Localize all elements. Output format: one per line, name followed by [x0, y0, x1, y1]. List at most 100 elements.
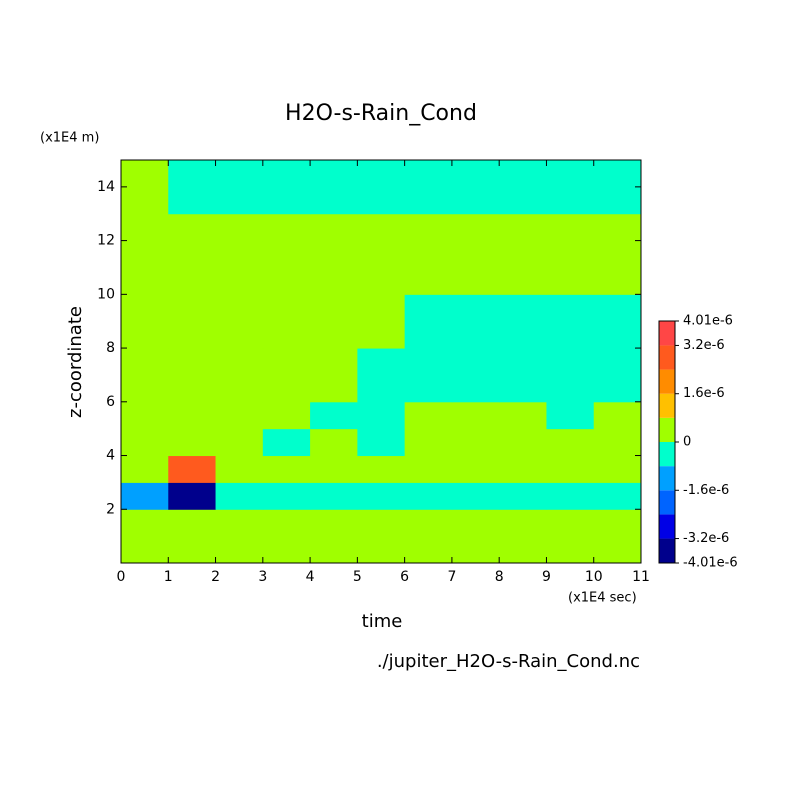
contour-cell [593, 160, 642, 188]
contour-cell [262, 267, 311, 295]
contour-cell [593, 294, 642, 322]
contour-cell [546, 294, 595, 322]
contour-cell [546, 455, 595, 483]
contour-cell [168, 186, 217, 215]
x-tick-label: 6 [400, 569, 409, 585]
contour-cell [262, 482, 311, 510]
y-tick-label: 6 [106, 394, 115, 410]
contour-cell [593, 240, 642, 268]
colorbar-tick-label: 3.2e-6 [683, 338, 725, 353]
contour-cell [451, 536, 500, 564]
contour-cell [404, 455, 453, 483]
x-tick-label: 8 [495, 569, 504, 585]
contour-cell [451, 455, 500, 483]
contour-cell [593, 401, 642, 430]
contour-cell [593, 267, 642, 295]
contour-cell [546, 401, 595, 430]
contour-cell [168, 160, 217, 188]
colorbar-band [659, 442, 675, 467]
contour-cell [451, 321, 500, 349]
y-tick-label: 10 [97, 286, 115, 302]
contour-cell [168, 482, 217, 510]
contour-cell [404, 294, 453, 322]
contour-cell [451, 401, 500, 430]
contour-cell [215, 186, 264, 215]
contour-cell [215, 374, 264, 403]
contour-cell [499, 160, 547, 188]
contour-cell [357, 186, 406, 215]
contour-cell [451, 482, 500, 510]
contour-cell [404, 536, 453, 564]
y-tick-label: 8 [106, 340, 115, 356]
contour-cell [404, 240, 453, 268]
contour-cell [499, 267, 547, 295]
contour-cell [310, 160, 358, 188]
x-tick-label: 10 [585, 569, 603, 585]
contour-cell [310, 321, 358, 349]
contour-cell [262, 455, 311, 483]
contour-cell [357, 294, 406, 322]
contour-cell [357, 428, 406, 457]
contour-cell [499, 536, 547, 564]
contour-cell [262, 294, 311, 322]
contour-cell [499, 482, 547, 510]
contour-cell [215, 348, 264, 376]
contour-cell [262, 186, 311, 215]
contour-cell [262, 321, 311, 349]
colorbar-tick-label: 0 [683, 435, 691, 450]
contour-cell [121, 213, 169, 242]
contour-cell [215, 428, 264, 457]
contour-cell [310, 267, 358, 295]
contour-cell [215, 401, 264, 430]
contour-cell [499, 240, 547, 268]
colorbar-tick-label: -1.6e-6 [683, 483, 729, 498]
x-tick-label: 3 [258, 569, 267, 585]
contour-cell [499, 374, 547, 403]
colorbar-tick-label: 4.01e-6 [683, 314, 733, 329]
contour-cell [404, 348, 453, 376]
contour-cell [168, 455, 217, 483]
contour-cell [215, 294, 264, 322]
contour-cell [121, 267, 169, 295]
colorbar-band [659, 466, 675, 491]
colorbar-band [659, 514, 675, 539]
contour-cell [546, 213, 595, 242]
x-tick-label: 4 [306, 569, 315, 585]
contour-cell [404, 213, 453, 242]
contour-cell [310, 455, 358, 483]
contour-cell [404, 321, 453, 349]
contour-cell [262, 536, 311, 564]
contour-cell [546, 536, 595, 564]
contour-cell [357, 213, 406, 242]
contour-cell [593, 348, 642, 376]
contour-cell [593, 509, 642, 537]
x-axis-title: time [362, 611, 403, 632]
contour-cell [546, 160, 595, 188]
contour-cell [310, 294, 358, 322]
contour-cell [357, 455, 406, 483]
contour-cell [121, 401, 169, 430]
contour-cell [451, 267, 500, 295]
contour-cell [451, 240, 500, 268]
contour-cell [168, 240, 217, 268]
contour-cell [404, 428, 453, 457]
x-tick-label: 11 [632, 569, 650, 585]
contour-cell [451, 509, 500, 537]
contour-cell [168, 536, 217, 564]
plot-frame [120, 159, 642, 564]
contour-cell [499, 321, 547, 349]
colorbar-band [659, 417, 675, 442]
x-tick-label: 9 [542, 569, 551, 585]
y-tick-label: 4 [106, 448, 115, 464]
contour-cell [310, 401, 358, 430]
contour-cell [546, 186, 595, 215]
contour-cell [593, 213, 642, 242]
contour-cell [121, 509, 169, 537]
contour-cell [121, 294, 169, 322]
contour-cell [546, 428, 595, 457]
contour-cell [593, 321, 642, 349]
contour-cell [262, 240, 311, 268]
y-axis-title: z-coordinate [65, 306, 86, 418]
contour-cell [357, 374, 406, 403]
